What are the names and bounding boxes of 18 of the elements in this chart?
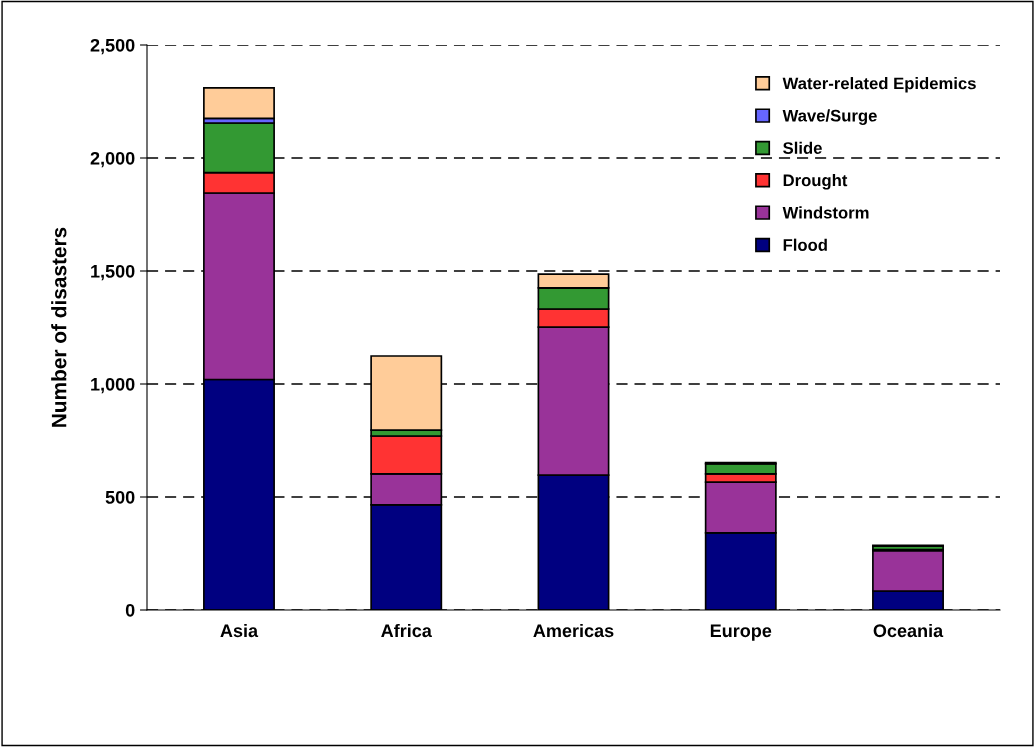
legend-label: Drought (783, 173, 848, 190)
legend-label: Water-related Epidemics (782, 77, 976, 93)
x-tick-label: Asia (220, 623, 259, 638)
y-tick-label: 2,000 (90, 151, 135, 168)
x-tick-label: Oceania (873, 623, 944, 638)
y-tick-label: 1,000 (91, 377, 135, 394)
y-tick-label: 2,500 (90, 38, 135, 55)
y-tick-label: 1,500 (91, 264, 135, 281)
x-tick-label: Africa (381, 623, 432, 638)
legend-label: Slide (783, 141, 822, 154)
legend-label: Windstorm (782, 206, 869, 219)
y-tick-label: 500 (105, 490, 135, 504)
x-tick-label: Europe (710, 624, 772, 641)
y-axis-title: Number of disasters (51, 227, 67, 427)
y-tick-label: 0 (125, 603, 135, 617)
x-tick-label: Americas (533, 623, 614, 638)
legend-label: Wave/Surge (782, 109, 877, 125)
legend-label: Flood (783, 238, 827, 251)
